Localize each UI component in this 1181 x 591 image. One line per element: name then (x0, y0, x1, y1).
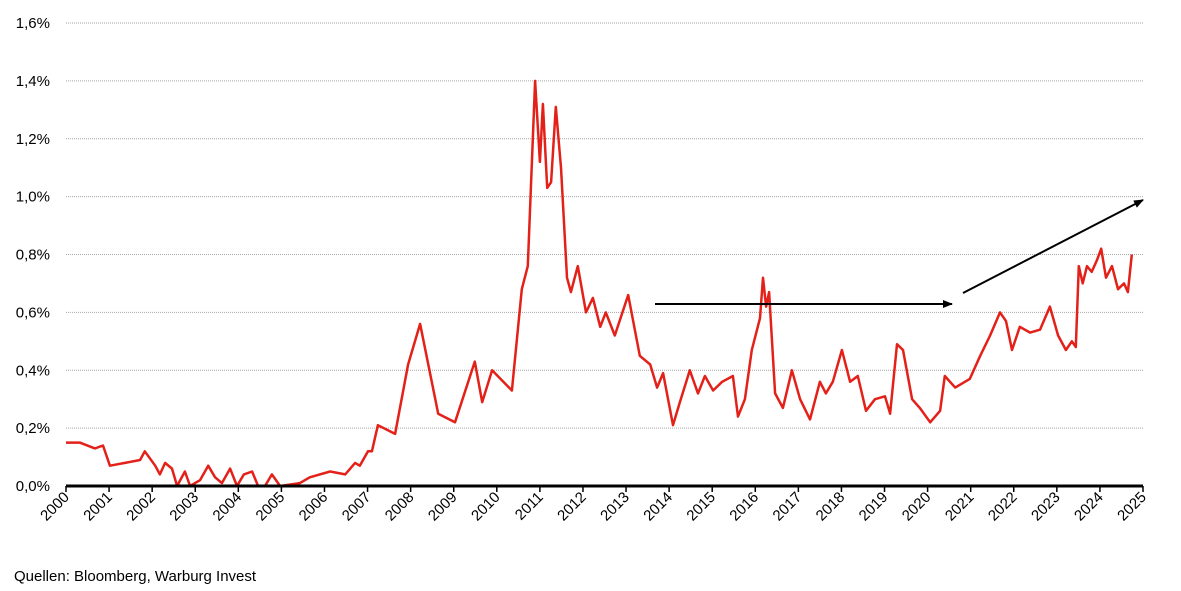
x-tick-label: 2016 (726, 489, 762, 525)
x-tick-label: 2018 (813, 489, 849, 525)
plot (66, 79, 1134, 488)
y-tick-label: 1,0% (16, 189, 50, 206)
trend-arrow (962, 199, 1144, 294)
x-tick-label: 2017 (770, 489, 806, 525)
y-tick-label: 1,6% (16, 15, 50, 32)
data-line (66, 79, 1134, 488)
x-tick-label: 2003 (166, 489, 202, 525)
x-tick-label: 2009 (425, 489, 461, 525)
x-tick-label: 2025 (1114, 489, 1150, 525)
y-tick-label: 1,2% (16, 131, 50, 148)
x-tick-label: 2012 (554, 489, 590, 525)
source-note: Quellen: Bloomberg, Warburg Invest (14, 568, 257, 585)
x-tick-label: 2011 (512, 489, 547, 524)
x-tick-label: 2004 (210, 489, 246, 525)
x-tick-label: 2019 (856, 489, 892, 525)
x-tick-label: 2020 (899, 489, 935, 525)
x-tick-label: 2007 (339, 489, 375, 525)
x-tick-label: 2001 (80, 489, 116, 525)
y-tick-label: 1,4% (16, 73, 50, 90)
x-tick-label: 2023 (1028, 489, 1064, 525)
y-tick-label: 0,4% (16, 362, 50, 379)
x-tick-label: 2008 (382, 489, 418, 525)
x-tick-label: 2010 (468, 489, 504, 525)
x-tick-label: 2006 (296, 489, 332, 525)
y-tick-label: 0,0% (16, 478, 50, 495)
x-tick-label: 2013 (597, 489, 633, 525)
y-tick-label: 0,6% (16, 304, 50, 321)
grid (66, 22, 1143, 429)
x-tick-label: 2015 (683, 489, 719, 525)
x-tick-label: 2022 (985, 489, 1021, 525)
y-tick-label: 0,8% (16, 247, 50, 264)
x-tick-label: 2014 (640, 489, 676, 525)
x-tick-label: 2021 (942, 489, 978, 525)
x-tick-label: 2024 (1071, 489, 1107, 525)
x-tick-label: 2005 (253, 489, 289, 525)
x-tick-label: 2002 (123, 489, 159, 525)
y-tick-label: 0,2% (16, 420, 50, 437)
